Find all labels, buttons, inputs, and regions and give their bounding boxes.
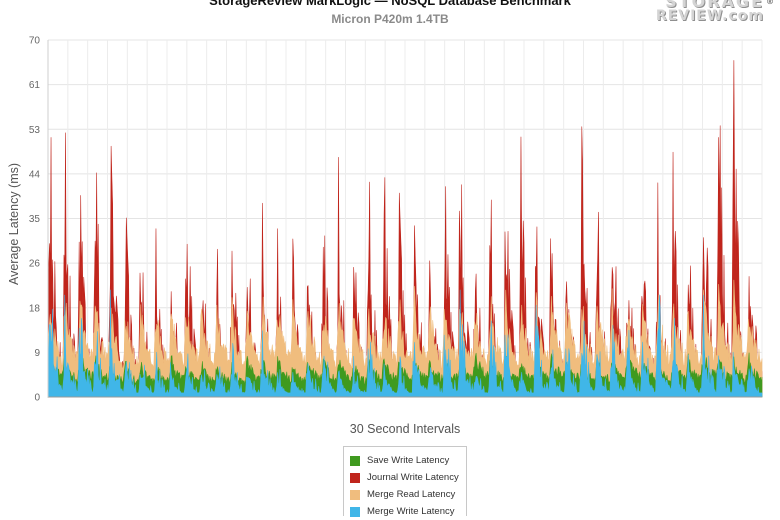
- legend-save-write[interactable]: Save Write Latency: [350, 452, 466, 469]
- y-tick-label: 0: [34, 393, 40, 404]
- legend-label: Save Write Latency: [367, 455, 450, 466]
- logo-line-2: REVIEW.com: [655, 8, 764, 24]
- logo-line-1: STORAGE: [665, 0, 764, 11]
- legend-swatch: [350, 506, 360, 517]
- legend-swatch: [350, 455, 360, 466]
- y-tick-label: 35: [29, 214, 41, 225]
- legend-label: Merge Write Latency: [367, 506, 455, 517]
- legend: Save Write Latency Journal Write Latency M…: [343, 446, 467, 517]
- y-tick-label: 26: [29, 259, 41, 270]
- series-areas: [47, 60, 763, 398]
- chart-subtitle: Micron P420m 1.4TB: [331, 12, 449, 26]
- legend-label: Merge Read Latency: [367, 489, 456, 500]
- legend-merge-read[interactable]: Merge Read Latency: [350, 486, 466, 503]
- y-tick-label: 44: [29, 169, 41, 180]
- x-axis-title: 30 Second Intervals: [350, 422, 461, 436]
- storagereview-logo: STORAGE REVIEW.com ®: [652, 0, 774, 29]
- y-tick-label: 61: [29, 80, 41, 91]
- y-tick-label: 18: [29, 303, 41, 314]
- y-axis-title: Average Latency (ms): [7, 163, 21, 285]
- y-tick-label: 53: [29, 125, 41, 136]
- legend-journal-write[interactable]: Journal Write Latency: [350, 469, 466, 486]
- y-tick-label: 9: [34, 348, 40, 359]
- chart-title: StorageReview MarkLogic — NoSQL Database…: [209, 0, 571, 8]
- legend-swatch: [350, 489, 360, 500]
- registered-mark: ®: [766, 0, 774, 6]
- merge-write-latency-area: [47, 289, 763, 398]
- legend-swatch: [350, 472, 360, 483]
- y-axis-ticks: 0 9 18 26 35 44 53 61 70: [29, 36, 41, 404]
- y-tick-label: 70: [29, 36, 41, 47]
- legend-merge-write[interactable]: Merge Write Latency: [350, 503, 466, 520]
- legend-label: Journal Write Latency: [367, 472, 459, 483]
